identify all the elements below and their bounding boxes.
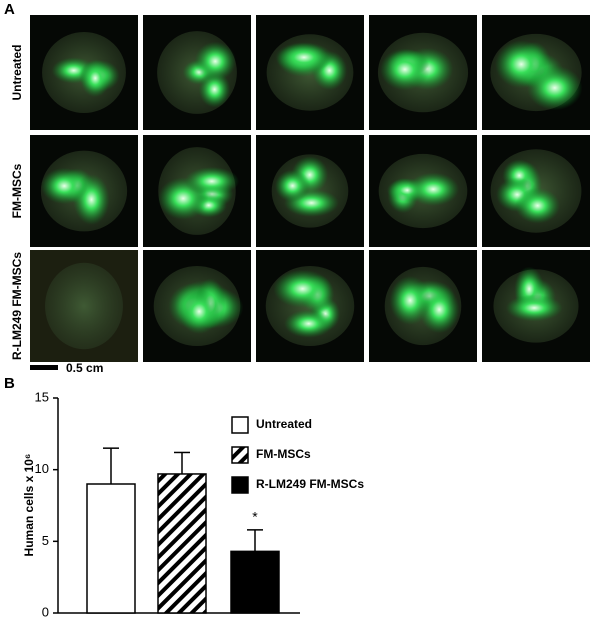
image-grid [30,15,590,362]
tumor-image [143,135,251,247]
tumor-image [256,250,364,362]
legend-swatch [231,476,249,494]
fluorescence [198,71,231,108]
tumor-image [482,15,590,130]
fluorescence [389,275,431,325]
row-label: Untreated [10,44,24,100]
tumor-image [369,15,477,130]
legend-swatch [231,416,249,434]
tumor-image [143,250,251,362]
tumor-image [30,15,138,130]
tumor-image [482,135,590,247]
scale-label: 0.5 cm [66,361,103,375]
tumor-image [369,135,477,247]
legend-label: FM-MSCs [256,447,311,461]
tumor-image [143,15,251,130]
row-label: R-LM249 FM-MSCs [10,252,24,360]
bar [86,483,136,614]
fluorescence [184,166,240,196]
row-label: FM-MSCs [10,163,24,218]
legend-label: Untreated [256,417,312,431]
panel-label: B [4,375,15,392]
fluorescence [40,167,88,205]
significance-mark: * [252,509,258,525]
y-tick-label: 5 [42,533,49,548]
tumor-image [256,135,364,247]
tumor-image [369,250,477,362]
bar [230,550,280,614]
fluorescence [380,48,430,91]
tumor-image [30,250,138,362]
y-tick-label: 0 [42,604,49,619]
fluorescence [526,65,583,111]
fluorescence [194,41,236,82]
tissue [45,262,123,350]
tumor-image [482,250,590,362]
fluorescence [178,288,220,334]
scale-bar [30,365,58,370]
fluorescence [284,309,334,338]
fluorescence [275,42,333,73]
y-axis-label: Human cells x 10⁶ [22,454,36,557]
fluorescence [274,169,311,202]
fluorescence [505,294,563,322]
bar [157,473,207,614]
tumor-image [30,135,138,247]
fluorescence [273,269,332,308]
tumor-image [256,15,364,130]
y-tick-label: 15 [35,389,49,404]
fluorescence [80,59,111,98]
panel-label: A [4,1,15,18]
legend-label: R-LM249 FM-MSCs [256,477,364,491]
fluorescence [407,172,460,206]
fluorescence [515,187,561,224]
y-tick-label: 10 [35,461,49,476]
legend-swatch [231,446,249,464]
